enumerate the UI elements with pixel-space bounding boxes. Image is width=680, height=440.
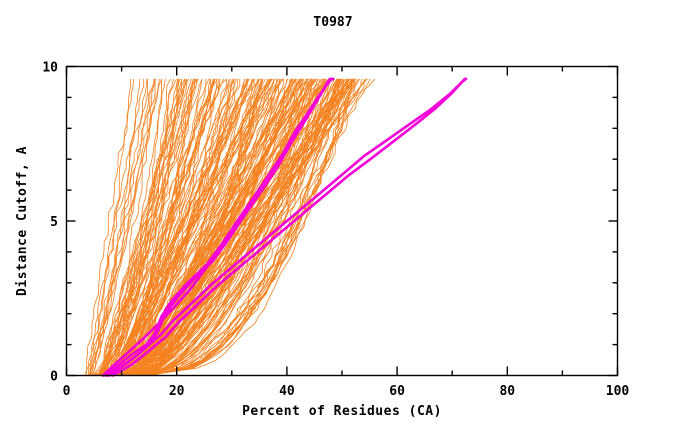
series-line-all-models — [147, 78, 344, 376]
series-line-all-models — [142, 78, 331, 376]
series-layer-all-models — [84, 78, 376, 376]
axis-ticks — [65, 65, 619, 377]
series-line-all-models — [115, 78, 235, 376]
series-line-all-models — [109, 78, 215, 376]
series-line-all-models — [108, 78, 216, 376]
series-line-all-models — [86, 78, 135, 376]
series-line-all-models — [152, 78, 368, 376]
series-line-all-models — [147, 78, 349, 376]
series-line-all-models — [118, 78, 255, 376]
series-line-highlight-5 — [111, 77, 468, 377]
series-line-all-models — [126, 78, 275, 376]
series-line-all-models — [90, 78, 156, 376]
series-line-all-models — [98, 78, 179, 376]
series-line-all-models — [97, 78, 181, 376]
series-line-all-models — [140, 78, 330, 376]
x-tick-label: 40 — [279, 384, 295, 399]
series-line-all-models — [113, 78, 236, 376]
series-line-all-models — [111, 78, 225, 376]
x-tick-label: 100 — [606, 384, 630, 399]
series-line-all-models — [92, 78, 160, 376]
series-line-all-models — [144, 78, 341, 376]
series-line-all-models — [127, 78, 284, 376]
series-line-all-models — [100, 78, 190, 376]
chart-title: T0987 — [313, 15, 352, 30]
y-axis-label: Distance Cutoff, A — [15, 146, 30, 296]
series-line-all-models — [90, 78, 155, 376]
y-tick-label: 10 — [42, 61, 58, 76]
series-line-highlight-3 — [101, 77, 335, 377]
series-line-all-models — [89, 78, 148, 376]
axis-tick-labels: 0 20 40 60 80 100 0 5 10 — [42, 61, 629, 400]
series-line-all-models — [87, 78, 141, 376]
series-line-all-models — [109, 78, 220, 376]
y-tick-label: 0 — [50, 370, 58, 385]
series-line-all-models — [117, 78, 249, 376]
series-line-all-models — [149, 78, 356, 376]
series-line-all-models — [93, 78, 166, 376]
series-line-all-models — [153, 78, 376, 376]
series-line-all-models — [150, 78, 352, 376]
x-tick-label: 80 — [499, 384, 515, 399]
x-tick-label: 60 — [389, 384, 405, 399]
y-tick-label: 5 — [50, 215, 58, 230]
series-line-all-models — [148, 78, 352, 376]
series-line-all-models — [99, 78, 185, 376]
x-tick-label: 0 — [63, 384, 71, 399]
series-line-all-models — [147, 78, 353, 376]
series-line-all-models — [136, 78, 307, 376]
series-line-all-models — [115, 78, 237, 376]
x-axis-label: Percent of Residues (CA) — [242, 404, 442, 419]
series-line-all-models — [120, 78, 256, 376]
series-line-all-models — [118, 78, 253, 376]
series-line-all-models — [138, 78, 321, 376]
series-line-all-models — [120, 78, 261, 376]
series-line-all-models — [149, 78, 356, 376]
series-line-all-models — [123, 78, 269, 376]
series-line-highlight-4 — [108, 77, 467, 377]
series-line-all-models — [147, 78, 351, 376]
series-line-all-models — [134, 78, 308, 376]
series-line-all-models — [106, 78, 210, 376]
series-line-all-models — [152, 78, 362, 376]
series-line-all-models — [104, 78, 203, 376]
series-layer-highlighted-models — [101, 77, 468, 377]
x-tick-label: 20 — [169, 384, 185, 399]
series-line-all-models — [111, 78, 227, 376]
series-line-all-models — [146, 78, 350, 376]
series-line-all-models — [149, 78, 359, 376]
series-line-all-models — [100, 78, 187, 376]
series-line-all-models — [84, 78, 131, 376]
series-line-all-models — [131, 78, 294, 376]
series-line-all-models — [100, 78, 186, 376]
